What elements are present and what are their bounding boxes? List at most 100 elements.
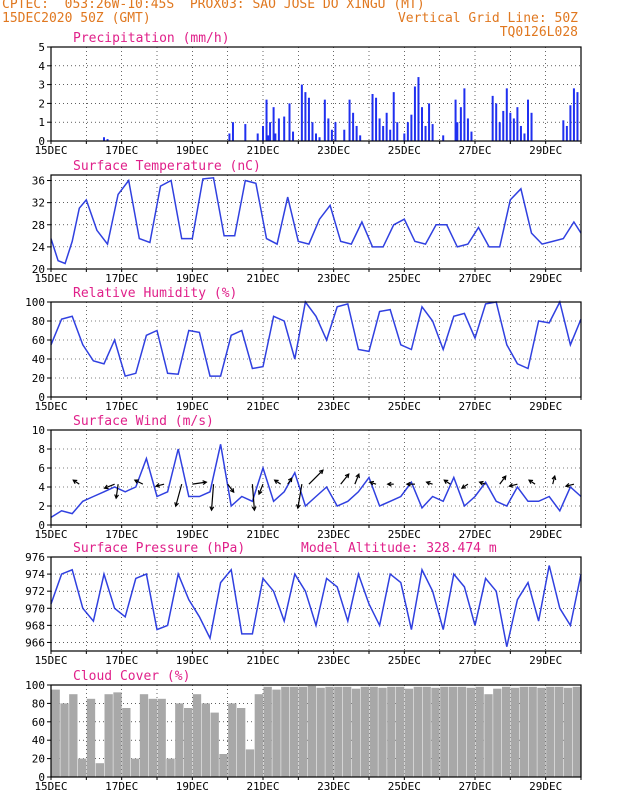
precip-bar [527,99,529,141]
wind-arrow [192,481,207,485]
cloud-bar [201,703,210,777]
wind-arrow-head [202,480,208,486]
panel-frame [50,301,582,398]
precip-bar [267,135,270,141]
cloud-bar [104,694,113,777]
panel-4: 0 2 4 6 8 10 15DEC 17DEC 19DEC 21DEC 23DEC 25DEC 27D… [32,414,582,541]
precip-bar [562,120,565,141]
y-tick-label: 40 [32,353,45,366]
wind-arrow-head [251,506,257,512]
wind-arrow [565,483,575,487]
y-tick-label: 28 [32,219,45,232]
precip-bar [277,118,280,141]
cloud-bar [281,686,290,777]
y-tick-label: 974 [25,568,45,581]
precip-bar [431,124,434,141]
precip-bar [428,103,431,141]
cloud-bar [449,686,458,777]
y-tick-label: 4 [38,481,45,494]
precip-bar [323,99,326,141]
x-tick-label: 15DEC [34,144,67,157]
y-tick-label: 0 [38,771,45,784]
cloud-bar [157,698,166,777]
panel-6: 0 20 40 60 80 100 15DEC 17DEC 19DEC 21DEC 23DEC 25D… [25,669,582,793]
y-tick-label: 80 [32,315,45,328]
y-tick-label: 8 [38,443,45,456]
cloud-bar [60,703,69,777]
cloud-bar [131,758,140,777]
x-tick-label: 19DEC [176,400,209,413]
wind-arrow-head [114,494,120,500]
cloud-bar [184,708,193,777]
precip-bar [265,99,268,141]
cloud-bar [510,687,520,777]
wind-arrow-head [508,482,514,488]
cloud-bar [546,686,555,777]
cloud-bar [528,686,537,777]
x-tick-label: 25DEC [388,144,421,157]
x-tick-label: 15DEC [34,272,67,285]
precip-bar [509,112,512,141]
x-tick-label: 29DEC [529,272,562,285]
panel-subtitle: Model Altitude: 328.474 m [301,541,497,556]
series-line [50,444,582,519]
panel-title: Precipitation (mm/h) [73,31,230,46]
x-tick-label: 25DEC [388,654,421,667]
x-tick-label: 21DEC [246,528,279,541]
panel-frame [50,429,582,526]
precip-bar [396,122,399,141]
y-tick-label: 968 [25,619,45,632]
precip-bar [272,107,275,141]
wind-arrow-head [257,490,263,496]
precip-bar [498,122,501,141]
cloud-bar [351,688,361,777]
precip-bar [519,125,522,141]
cloud-bar [228,703,237,777]
cloud-bar [192,694,202,777]
precip-bar [330,129,333,141]
precip-bar [421,107,423,141]
precip-bar [495,103,498,141]
x-tick-label: 15DEC [34,780,67,793]
cloud-bar [78,758,87,777]
cloud-bar [210,712,219,777]
y-tick-label: 60 [32,334,45,347]
panel-title: Relative Humidity (%) [73,286,237,301]
precip-bar [502,110,505,141]
wind-arrow [251,484,255,511]
cloud-bar [298,686,308,777]
cloud-bar [572,686,581,777]
precip-bar [106,139,109,141]
wind-arrow-head [386,481,392,487]
wind-arrow-head [174,502,179,508]
panel-1: 0 1 2 3 4 5 15DEC 17DEC 19DEC 21DEC 23DEC 25DEC 27DE… [34,31,582,157]
cloud-bar [369,686,378,777]
y-tick-label: 2 [38,500,45,513]
x-tick-label: 21DEC [246,144,279,157]
cloud-bar [86,698,96,777]
cloud-bar [343,686,352,777]
precip-bar [375,97,378,141]
wind-arrow-head [564,482,570,488]
cloud-bar [290,686,299,777]
cloud-bar [245,749,255,777]
precip-bar [103,137,105,141]
precip-bar [466,118,469,141]
x-tick-label: 25DEC [388,272,421,285]
y-tick-label: 6 [38,462,45,475]
precip-bar [359,135,362,141]
wind-arrow [552,476,556,485]
precip-bar [352,112,355,141]
cloud-bar [396,686,405,777]
wind-arrow-head [229,488,235,494]
precip-bar [410,114,413,141]
precip-bar [371,94,374,141]
wind-arrow-head [273,479,279,484]
precip-bar [343,129,346,141]
y-tick-label: 0 [38,135,45,148]
y-tick-label: 20 [32,372,45,385]
x-tick-label: 19DEC [176,654,209,667]
wind-arrow [499,475,507,485]
y-tick-label: 1 [38,116,45,129]
precip-bar [292,131,295,141]
